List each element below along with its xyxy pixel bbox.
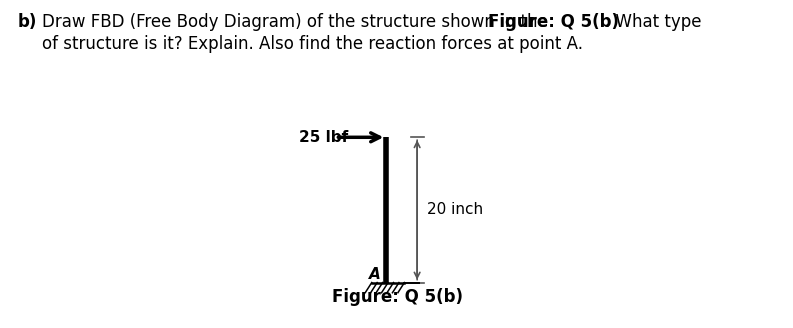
Text: . What type: . What type (605, 13, 702, 31)
Text: 20 inch: 20 inch (427, 202, 484, 217)
Text: b): b) (18, 13, 37, 31)
Text: A: A (369, 267, 381, 282)
Text: Draw FBD (Free Body Diagram) of the structure shown in the: Draw FBD (Free Body Diagram) of the stru… (42, 13, 553, 31)
Text: 25 lbf: 25 lbf (299, 130, 348, 145)
Text: Figure: Q 5(b): Figure: Q 5(b) (331, 288, 462, 306)
Text: of structure is it? Explain. Also find the reaction forces at point A.: of structure is it? Explain. Also find t… (42, 35, 583, 53)
Text: Figure: Q 5(b): Figure: Q 5(b) (488, 13, 619, 31)
